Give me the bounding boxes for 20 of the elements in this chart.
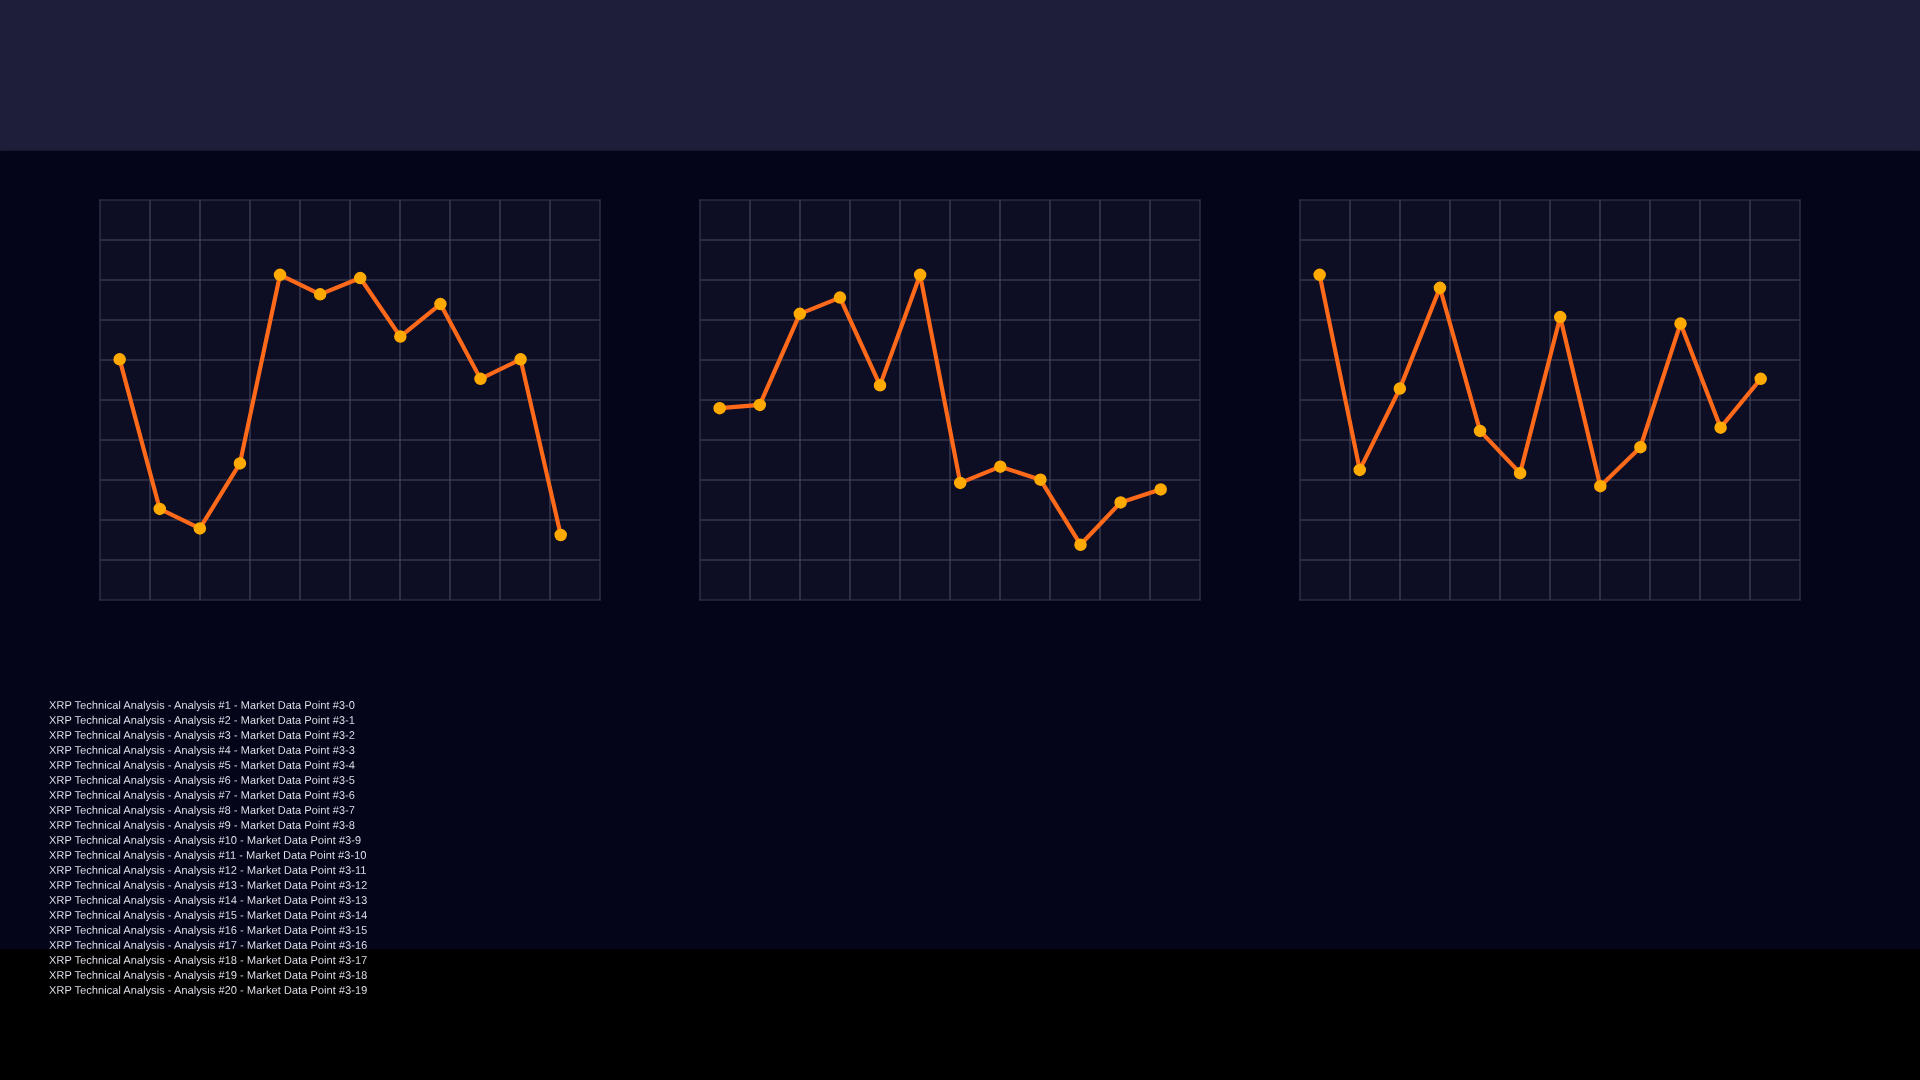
text: XRP Technical Analysis - Analysis #2 - Market Data Point #3-1 [49, 715, 355, 727]
text: XRP Technical Analysis - Analysis #16 - Market Data Point #3-15 [49, 925, 367, 937]
text: XRP Technical Analysis - Analysis #17 - Market Data Point #3-16 [49, 940, 367, 952]
text: XRP Technical Analysis - Analysis #1 - Market Data Point #3-0 [49, 700, 355, 712]
text: XRP Technical Analysis - Analysis #7 - Market Data Point #3-6 [49, 790, 355, 802]
text: XRP Technical Analysis - Analysis #20 - Market Data Point #3-19 [49, 985, 367, 997]
text: XRP Technical Analysis - Analysis #18 - Market Data Point #3-17 [49, 955, 367, 967]
text: XRP Technical Analysis - Analysis #13 - Market Data Point #3-12 [49, 880, 367, 892]
text: XRP Technical Analysis - Analysis #19 - Market Data Point #3-18 [49, 970, 367, 982]
text: XRP Technical Analysis - Analysis #4 - Market Data Point #3-3 [49, 745, 355, 757]
text: XRP Technical Analysis - Analysis #3 - Market Data Point #3-2 [49, 730, 355, 742]
text: XRP Technical Analysis - Analysis #10 - Market Data Point #3-9 [49, 835, 361, 847]
text: XRP Technical Analysis - Analysis #14 - Market Data Point #3-13 [49, 895, 367, 907]
text: XRP Technical Analysis - Analysis #6 - Market Data Point #3-5 [49, 775, 355, 787]
text: XRP Technical Analysis - Analysis #5 - Market Data Point #3-4 [49, 760, 355, 772]
text: XRP Technical Analysis - Analysis #11 - Market Data Point #3-10 [49, 850, 367, 862]
text: XRP Technical Analysis - Analysis #12 - Market Data Point #3-11 [49, 865, 366, 877]
text: XRP Technical Analysis - Analysis #9 - Market Data Point #3-8 [49, 820, 355, 832]
text: XRP Technical Analysis - Analysis #8 - Market Data Point #3-7 [49, 805, 355, 817]
text: XRP Technical Analysis - Analysis #15 - Market Data Point #3-14 [49, 910, 367, 922]
